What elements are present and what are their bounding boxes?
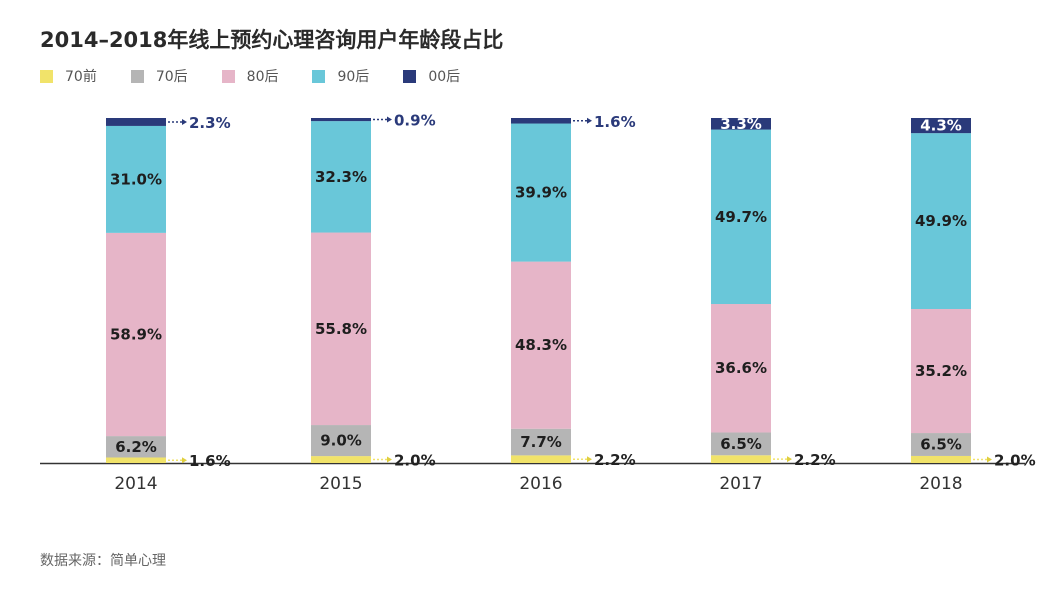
data-label: 49.9%: [915, 212, 967, 230]
legend-swatch: [403, 69, 417, 83]
data-label: 1.6%: [594, 113, 636, 131]
leader-arrow: [387, 116, 392, 123]
bar-segment: [311, 232, 371, 426]
bar-segment: [711, 455, 771, 463]
bar-segment: [106, 125, 166, 233]
x-tick-label: 2018: [919, 474, 962, 494]
leader-arrow: [182, 118, 187, 125]
x-tick-label: 2017: [719, 474, 762, 494]
legend-label: 90后: [337, 69, 370, 85]
bar-segment: [911, 433, 971, 456]
data-label: 48.3%: [515, 336, 567, 354]
data-label: 1.6%: [189, 452, 231, 470]
bar-segment: [311, 425, 371, 457]
data-label: 35.2%: [915, 362, 967, 380]
bar-segment: [106, 436, 166, 458]
data-source-note: 数据来源：简单心理: [40, 553, 166, 569]
legend-swatch: [221, 69, 235, 83]
data-label: 58.9%: [110, 325, 162, 343]
bar-segment: [511, 123, 571, 262]
data-label: 32.3%: [315, 168, 367, 186]
leader-arrow: [587, 456, 592, 463]
bar-segment: [511, 118, 571, 124]
data-label: 31.0%: [110, 170, 162, 188]
leader-arrow: [387, 456, 392, 463]
data-label: 39.9%: [515, 184, 567, 202]
bar-segment: [311, 118, 371, 122]
legend-swatch: [40, 69, 53, 83]
x-tick-label: 2016: [519, 474, 562, 494]
bar-segment: [911, 455, 971, 463]
bar-segment: [911, 309, 971, 434]
bar-segment: [511, 455, 571, 463]
data-label: 2.0%: [994, 451, 1036, 469]
legend-item-70-before: 70前: [40, 66, 97, 86]
bar-segment: [711, 118, 771, 130]
bar-segment: [511, 261, 571, 429]
leader-arrow: [182, 457, 187, 464]
data-label: 9.0%: [320, 432, 362, 450]
data-label: 3.3%: [720, 115, 762, 133]
bar-segment: [711, 129, 771, 305]
legend-item-80s: 80后: [221, 66, 279, 86]
bar-segment: [311, 121, 371, 233]
bar-segment: [511, 428, 571, 456]
bar-segment: [311, 456, 371, 463]
data-label: 55.8%: [315, 320, 367, 338]
leader-arrow: [787, 456, 792, 463]
legend-swatch: [312, 69, 326, 83]
data-label: 2.2%: [594, 451, 636, 469]
bar-segment: [711, 432, 771, 456]
chart-title: 2014–2018年线上预约心理咨询用户年龄段占比: [40, 28, 504, 52]
legend-swatch: [130, 69, 144, 83]
x-tick-label: 2014: [114, 474, 157, 494]
legend-label: 70后: [155, 69, 188, 85]
data-label: 0.9%: [394, 112, 436, 130]
bar-segment: [911, 118, 971, 134]
data-label: 6.2%: [115, 438, 157, 456]
leader-arrow: [987, 456, 992, 463]
legend: 70前 70后 80后 90后 00后: [40, 67, 494, 85]
bar-segment: [106, 457, 166, 463]
data-label: 49.7%: [715, 208, 767, 226]
bar-segment: [106, 118, 166, 126]
bar-segment: [711, 304, 771, 433]
legend-label: 00后: [428, 69, 461, 85]
bar-segment: [106, 232, 166, 437]
legend-item-70s: 70后: [130, 66, 188, 86]
data-label: 2.3%: [189, 114, 231, 132]
data-label: 36.6%: [715, 359, 767, 377]
bar-segment: [911, 133, 971, 310]
leader-arrow: [587, 117, 592, 124]
data-label: 7.7%: [520, 433, 562, 451]
data-label: 6.5%: [720, 435, 762, 453]
data-label: 2.2%: [794, 451, 836, 469]
data-label: 6.5%: [920, 435, 962, 453]
data-label: 2.0%: [394, 452, 436, 470]
legend-label: 70前: [65, 69, 97, 85]
legend-item-00s: 00后: [403, 66, 460, 86]
legend-label: 80后: [246, 69, 279, 85]
x-tick-label: 2015: [319, 474, 362, 494]
legend-item-90s: 90后: [312, 66, 369, 86]
data-label: 4.3%: [920, 117, 962, 135]
